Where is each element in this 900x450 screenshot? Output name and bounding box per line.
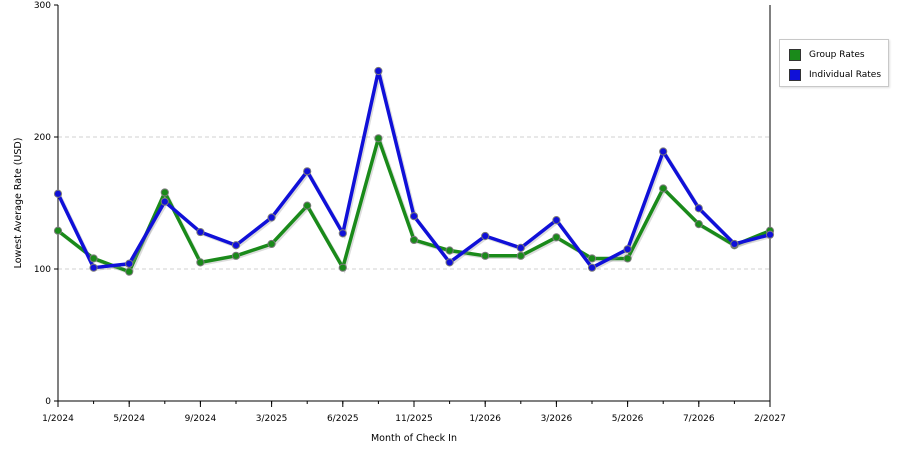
data-point-individual-rates xyxy=(552,216,561,225)
series-points xyxy=(53,66,775,276)
data-point-individual-rates xyxy=(445,258,454,267)
data-point-group-rates xyxy=(160,188,169,197)
data-point-individual-rates xyxy=(623,245,632,254)
data-point-group-rates xyxy=(374,134,383,143)
data-point-individual-rates xyxy=(196,227,205,237)
legend-swatch-group-rates xyxy=(789,49,801,61)
data-point-individual-rates xyxy=(231,241,241,250)
legend-item-group-rates: Group Rates xyxy=(789,48,865,62)
y-axis-title: Lowest Average Rate (USD) xyxy=(13,138,24,269)
data-point-individual-rates xyxy=(160,197,169,206)
x-tick-label: 6/2025 xyxy=(327,414,359,424)
x-tick-label: 5/2024 xyxy=(113,414,145,424)
data-point-individual-rates xyxy=(338,229,347,238)
data-point-group-rates xyxy=(445,246,454,255)
legend-label-individual-rates: Individual Rates xyxy=(809,70,882,80)
data-point-individual-rates xyxy=(659,147,668,156)
data-point-group-rates xyxy=(267,239,276,249)
data-point-group-rates xyxy=(659,184,668,193)
data-point-group-rates xyxy=(125,267,134,276)
data-point-individual-rates xyxy=(374,66,383,76)
x-axis-ticks: 1/2024 5/2024 9/2024 3/2025 6/2025 11/2025 1/2… xyxy=(42,401,786,424)
data-point-group-rates xyxy=(587,254,597,263)
data-point-group-rates xyxy=(694,220,703,229)
y-tick-label: 300 xyxy=(34,1,51,11)
x-tick-label: 3/2026 xyxy=(541,414,573,424)
y-tick-label: 200 xyxy=(34,133,51,143)
data-point-group-rates xyxy=(53,226,63,235)
x-tick-label: 1/2024 xyxy=(42,414,74,424)
y-tick-label: 0 xyxy=(45,397,51,407)
data-point-group-rates xyxy=(481,251,490,260)
data-point-group-rates xyxy=(409,235,419,245)
x-tick-label: 11/2025 xyxy=(395,414,432,424)
data-point-group-rates xyxy=(552,233,561,242)
y-tick-label: 100 xyxy=(34,265,51,275)
x-tick-label: 7/2026 xyxy=(683,414,715,424)
x-tick-label: 2/2027 xyxy=(754,414,786,424)
data-point-group-rates xyxy=(623,254,632,263)
data-point-individual-rates xyxy=(730,239,739,249)
chart-legend: Group Rates Individual Rates xyxy=(779,39,889,87)
data-point-group-rates xyxy=(338,263,347,272)
legend-swatch-individual-rates xyxy=(789,69,801,81)
data-point-individual-rates xyxy=(125,259,134,268)
data-point-individual-rates xyxy=(587,263,597,272)
x-tick-label: 3/2025 xyxy=(256,414,288,424)
y-axis-ticks: 0 100 200 300 xyxy=(34,1,58,407)
legend-label-group-rates: Group Rates xyxy=(809,50,865,60)
x-axis-title: Month of Check In xyxy=(371,433,457,444)
legend-item-individual-rates: Individual Rates xyxy=(789,68,881,82)
data-point-individual-rates xyxy=(516,243,525,252)
x-tick-label: 9/2024 xyxy=(185,414,217,424)
data-point-group-rates xyxy=(196,258,205,267)
data-point-group-rates xyxy=(303,201,312,210)
data-point-individual-rates xyxy=(89,263,98,272)
data-point-individual-rates xyxy=(267,213,276,222)
data-point-individual-rates xyxy=(409,212,419,221)
data-point-individual-rates xyxy=(53,189,63,198)
data-point-individual-rates xyxy=(765,230,775,239)
data-point-individual-rates xyxy=(481,231,490,241)
data-point-group-rates xyxy=(89,254,98,263)
data-point-individual-rates xyxy=(694,204,703,213)
data-point-group-rates xyxy=(516,251,525,260)
data-point-group-rates xyxy=(231,251,241,260)
data-point-individual-rates xyxy=(303,167,312,176)
x-tick-label: 1/2026 xyxy=(469,414,501,424)
x-tick-label: 5/2026 xyxy=(612,414,644,424)
